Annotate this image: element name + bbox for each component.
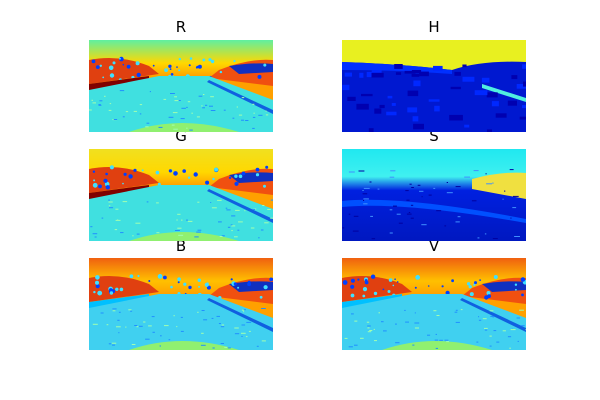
panel-v [342, 258, 526, 350]
title-r: R [175, 18, 187, 36]
title-b: B [175, 237, 187, 255]
title-v: V [428, 237, 440, 255]
panel-r [89, 40, 273, 132]
title-g: G [175, 127, 187, 145]
panel-s [342, 149, 526, 241]
title-h: H [428, 18, 440, 36]
title-s: S [429, 127, 439, 145]
panel-g [89, 149, 273, 241]
panel-b [89, 258, 273, 350]
panel-h [342, 40, 526, 132]
